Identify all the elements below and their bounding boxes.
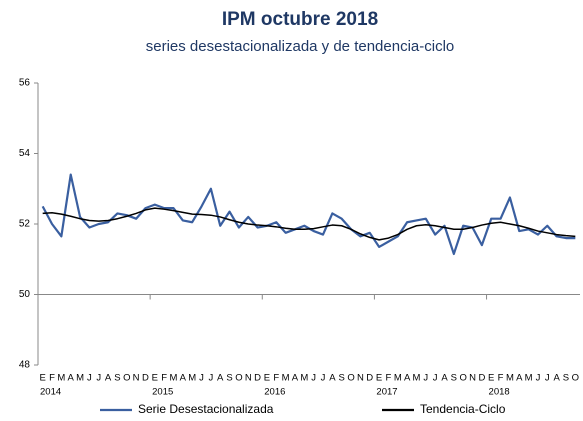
x-tick-label: E (152, 373, 158, 384)
x-tick-label: M (413, 373, 421, 384)
x-tick-label: J (536, 373, 541, 384)
series-line (41, 173, 576, 256)
x-tick-label: A (441, 373, 448, 384)
x-tick-label: N (245, 373, 252, 384)
x-tick-label: S (114, 373, 120, 384)
x-tick-label: D (254, 373, 261, 384)
y-tick-label: 56 (19, 78, 31, 89)
x-tick-label: J (199, 373, 204, 384)
x-tick-label: F (161, 373, 167, 384)
x-tick-label: M (506, 373, 514, 384)
y-tick-label: 50 (19, 289, 31, 300)
x-tick-label: J (545, 373, 550, 384)
y-tick-label: 48 (19, 360, 31, 371)
x-tick-label: E (376, 373, 382, 384)
x-tick-label: S (226, 373, 232, 384)
x-tick-label: A (105, 373, 112, 384)
x-tick-label: J (433, 373, 438, 384)
x-tick-label: J (423, 373, 428, 384)
x-tick-label: F (386, 373, 392, 384)
x-tick-label: M (188, 373, 196, 384)
x-tick-label: O (347, 373, 354, 384)
x-tick-label: J (311, 373, 316, 384)
x-tick-label: D (142, 373, 149, 384)
y-tick-label: 54 (19, 148, 31, 159)
x-tick-label: J (209, 373, 214, 384)
x-tick-label: A (404, 373, 411, 384)
x-tick-label: J (321, 373, 326, 384)
year-label: 2018 (489, 387, 510, 398)
x-tick-label: A (553, 373, 560, 384)
x-tick-label: J (87, 373, 92, 384)
x-tick-label: N (469, 373, 476, 384)
x-tick-label: M (76, 373, 84, 384)
x-tick-label: E (264, 373, 270, 384)
x-tick-label: M (525, 373, 533, 384)
chart-title: IPM octubre 2018 (222, 9, 378, 30)
x-tick-label: D (366, 373, 373, 384)
x-tick-label: M (170, 373, 178, 384)
x-tick-label: M (282, 373, 290, 384)
x-tick-label: F (498, 373, 504, 384)
x-tick-label: M (394, 373, 402, 384)
year-label: 2017 (376, 387, 397, 398)
x-tick-label: E (488, 373, 494, 384)
x-tick-label: A (329, 373, 336, 384)
series-line (42, 207, 576, 241)
x-tick-label: O (123, 373, 130, 384)
chart-subtitle: series desestacionalizada y de tendencia… (146, 38, 455, 55)
x-tick-label: F (273, 373, 279, 384)
x-tick-label: J (96, 373, 101, 384)
x-tick-label: N (133, 373, 140, 384)
x-tick-label: F (49, 373, 55, 384)
x-tick-label: A (516, 373, 523, 384)
x-tick-label: M (300, 373, 308, 384)
year-label: 2015 (152, 387, 173, 398)
x-tick-label: A (180, 373, 187, 384)
x-tick-label: O (572, 373, 579, 384)
x-tick-label: M (57, 373, 65, 384)
x-tick-label: S (563, 373, 569, 384)
year-label: 2014 (40, 387, 61, 398)
x-tick-label: D (478, 373, 485, 384)
x-tick-label: S (339, 373, 345, 384)
year-label: 2016 (264, 387, 285, 398)
x-tick-label: O (235, 373, 242, 384)
x-tick-label: A (217, 373, 224, 384)
x-tick-label: A (292, 373, 299, 384)
y-tick-label: 52 (19, 219, 31, 230)
x-tick-label: A (68, 373, 75, 384)
x-tick-label: O (459, 373, 466, 384)
x-tick-label: E (40, 373, 46, 384)
x-tick-label: S (451, 373, 457, 384)
x-tick-label: N (357, 373, 364, 384)
legend-label: Serie Desestacionalizada (138, 402, 274, 416)
legend-label: Tendencia-Ciclo (420, 402, 506, 416)
